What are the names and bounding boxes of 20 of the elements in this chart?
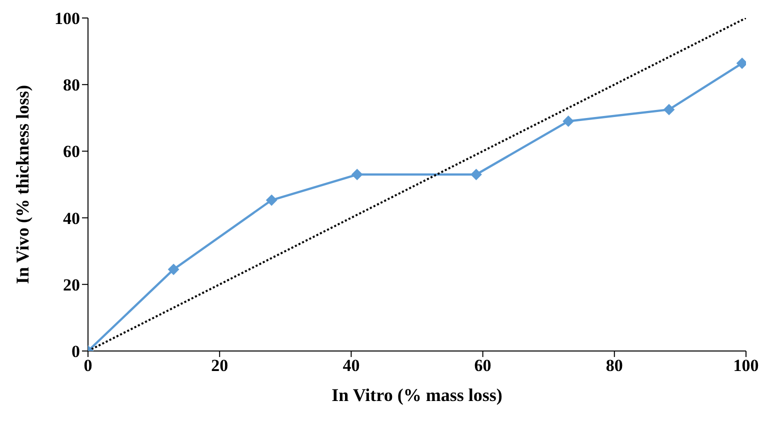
point bbox=[266, 194, 278, 206]
y-tick-label: 80 bbox=[63, 76, 80, 95]
x-tick-label: 100 bbox=[733, 356, 759, 376]
point bbox=[352, 169, 363, 180]
x-tick-label: 20 bbox=[211, 356, 228, 376]
x-tick-label: 80 bbox=[606, 356, 623, 376]
point bbox=[470, 169, 482, 180]
x-tick-label: 40 bbox=[342, 356, 360, 376]
point bbox=[562, 116, 574, 127]
y-tick-label: 100 bbox=[54, 9, 80, 28]
x-axis-title: In Vitro (% mass loss) bbox=[332, 385, 502, 405]
y-tick-label: 60 bbox=[63, 142, 80, 162]
y-tick-label: 40 bbox=[63, 208, 80, 228]
point bbox=[664, 104, 675, 116]
x-tick-label: 0 bbox=[84, 356, 92, 376]
x-tick-label: 60 bbox=[474, 356, 492, 376]
y-tick-label: 20 bbox=[63, 275, 80, 294]
y-axis-title: In Vivo (% thickness loss) bbox=[12, 84, 32, 284]
point bbox=[168, 264, 180, 275]
y-tick-label: 0 bbox=[72, 342, 80, 362]
